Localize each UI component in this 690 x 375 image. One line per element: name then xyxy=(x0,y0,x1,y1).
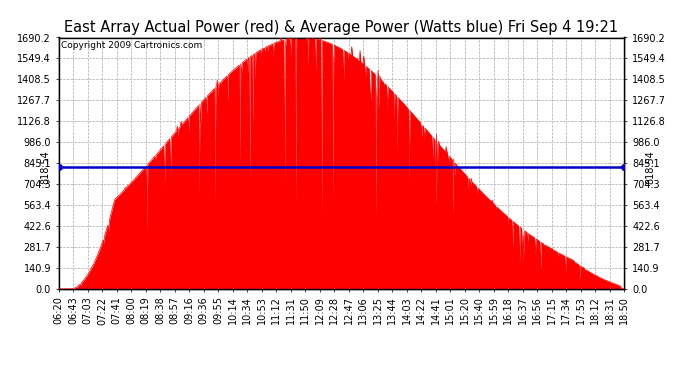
Text: 818.54: 818.54 xyxy=(40,150,50,184)
Title: East Array Actual Power (red) & Average Power (Watts blue) Fri Sep 4 19:21: East Array Actual Power (red) & Average … xyxy=(64,20,619,35)
Text: 818.54: 818.54 xyxy=(645,150,655,184)
Text: Copyright 2009 Cartronics.com: Copyright 2009 Cartronics.com xyxy=(61,41,203,50)
